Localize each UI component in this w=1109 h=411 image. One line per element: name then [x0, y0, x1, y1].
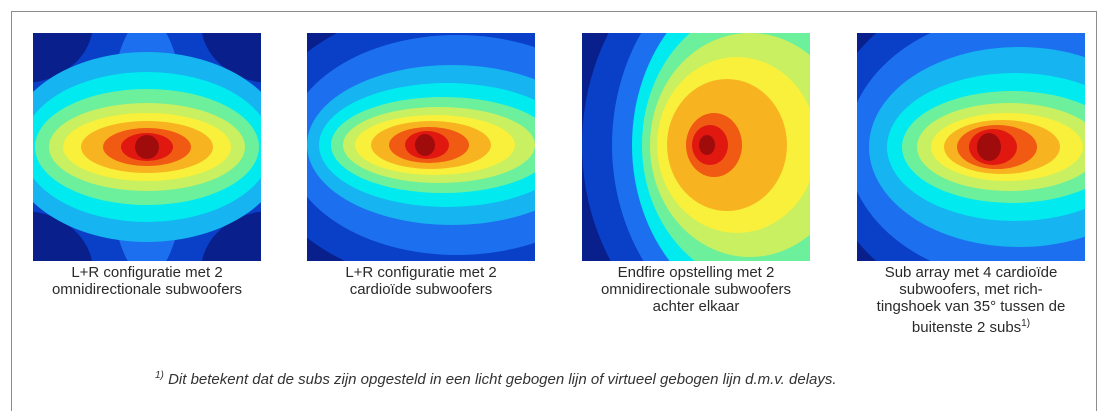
lr-omni-corner-2	[33, 211, 93, 261]
footnote-marker: 1)	[155, 370, 164, 381]
heatmap-lr-cardioid	[307, 33, 535, 261]
panel-lr-cardioid: L+R configuratie met 2 cardioïde subwoof…	[307, 33, 535, 298]
lr-omni-corner-0	[33, 33, 93, 83]
footnote: 1) Dit betekent dat de subs zijn opgeste…	[155, 370, 837, 388]
caption-footnote-ref: 1)	[1021, 318, 1031, 329]
caption-lr-cardioid: L+R configuratie met 2 cardioïde subwoof…	[345, 264, 497, 298]
heatmap-lr-omni	[33, 33, 261, 261]
panel-lr-omni: L+R configuratie met 2 omnidirectionale …	[33, 33, 261, 298]
lr-omni-contour-8	[135, 135, 159, 159]
sub-array-contour-10	[977, 133, 1001, 161]
footnote-text: Dit betekent dat de subs zijn opgesteld …	[163, 371, 837, 388]
heatmap-sub-array	[857, 33, 1085, 261]
figure-frame	[11, 11, 1097, 411]
caption-endfire: Endfire opstelling met 2 omnidirectional…	[600, 264, 792, 315]
lr-omni-corner-3	[201, 211, 261, 261]
lr-omni-corner-1	[201, 33, 261, 83]
lr-cardioid-contour-10	[415, 134, 435, 156]
endfire-contour-10	[699, 135, 715, 155]
caption-sub-array: Sub array met 4 cardioïde subwoofers, me…	[876, 264, 1066, 336]
panel-endfire: Endfire opstelling met 2 omnidirectional…	[582, 33, 810, 315]
panel-sub-array: Sub array met 4 cardioïde subwoofers, me…	[857, 33, 1085, 336]
heatmap-endfire	[582, 33, 810, 261]
caption-lr-omni: L+R configuratie met 2 omnidirectionale …	[51, 264, 243, 298]
